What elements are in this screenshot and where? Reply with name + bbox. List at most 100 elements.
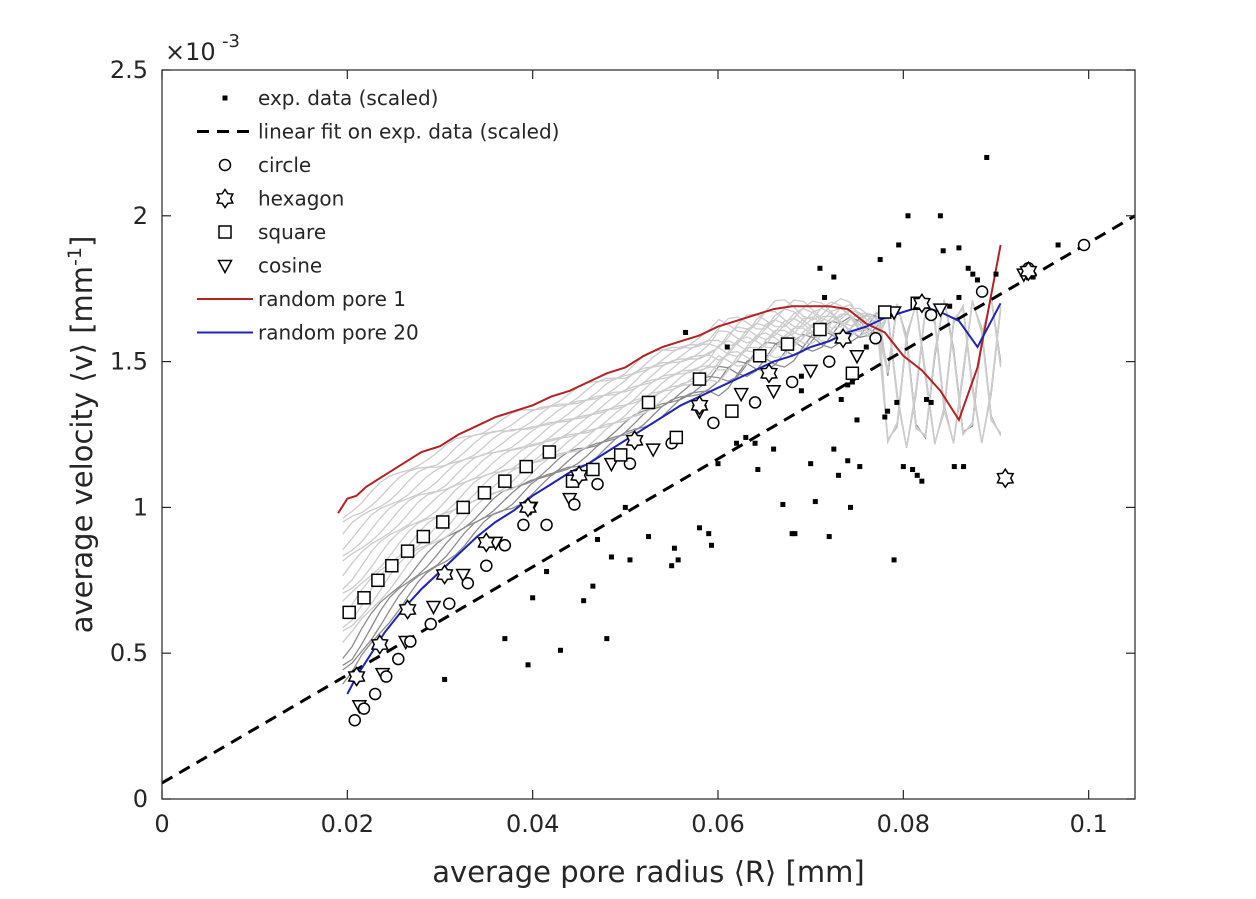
circle-marker (348, 714, 361, 727)
exp-data-point (1030, 274, 1036, 280)
square-marker (878, 305, 892, 319)
circle-marker (707, 416, 720, 430)
circle-marker (357, 702, 371, 715)
hexagon-marker (834, 327, 853, 349)
hexagon-marker (398, 599, 417, 620)
exp-data-point (970, 271, 976, 277)
hexagon-marker (370, 634, 389, 655)
y-tick-label: 1 (133, 493, 148, 521)
exp-data-point (595, 536, 601, 542)
square-marker (813, 322, 827, 337)
legend-label: cosine (258, 254, 322, 278)
exp-data-point (961, 464, 967, 470)
exp-data-point (683, 329, 689, 335)
square-marker (845, 366, 860, 381)
exp-data-point (792, 531, 798, 537)
exp-data-point (863, 344, 869, 350)
y-tick-label: 1.5 (110, 348, 148, 376)
exp-data-point (622, 504, 628, 510)
gray-curve (342, 297, 1002, 519)
exp-data-point (914, 472, 920, 478)
square-marker (357, 591, 371, 605)
circle-marker (480, 559, 493, 572)
exp-data-point (854, 417, 860, 423)
exp-data-point (817, 265, 823, 271)
legend-label: random pore 1 (258, 287, 406, 311)
exp-data-point (831, 446, 837, 452)
exp-data-point (905, 213, 911, 219)
x-tick-label: 0.08 (877, 810, 930, 838)
hexagon-marker (477, 532, 496, 553)
square-marker (436, 515, 450, 529)
exp-data-point (530, 595, 536, 601)
exp-data-point (812, 499, 818, 505)
exp-data-point (896, 242, 902, 248)
circle-marker (924, 308, 938, 322)
legend-label: square (258, 220, 326, 244)
exp-data-point (706, 531, 712, 537)
exp-data-point (831, 274, 837, 280)
circle-marker (540, 518, 553, 532)
exp-data-point (581, 598, 587, 604)
square-marker (669, 430, 684, 445)
cosine-marker (932, 303, 949, 318)
legend-label: hexagon (258, 187, 344, 211)
exp-data-point (780, 501, 786, 507)
exp-data-point (849, 379, 855, 385)
hexagon-marker (570, 464, 588, 486)
x-tick-label: 0.1 (1070, 810, 1108, 838)
circle-marker (380, 670, 393, 683)
exp-data-point (789, 531, 795, 537)
exp-data-point (755, 466, 761, 472)
y-tick-label: 2.5 (110, 56, 148, 84)
exp-data-point (845, 382, 851, 388)
square-marker (456, 500, 470, 515)
exp-data-point (910, 466, 916, 472)
cosine-marker (802, 364, 819, 379)
hexagon-marker (347, 666, 366, 687)
circle-marker (443, 597, 456, 610)
legend-label: linear fit on exp. data (scaled) (258, 120, 559, 144)
exp-data-point (885, 408, 891, 414)
exp-data-point (590, 583, 596, 589)
exp-data-point (675, 557, 681, 563)
x-tick-label: 0 (154, 810, 169, 838)
exp-data-point (525, 662, 531, 668)
exp-data-point (808, 461, 814, 467)
fit-layer (162, 214, 1135, 785)
square-marker (477, 486, 492, 500)
square-marker (400, 544, 415, 558)
legend-symbol-cosine (217, 259, 233, 275)
exp-data-point (822, 294, 828, 300)
exp-data-point (752, 440, 758, 446)
hexagon-marker (912, 292, 931, 314)
circle-marker (568, 498, 581, 511)
exp-data-point (798, 388, 804, 394)
hexagon-marker (625, 429, 644, 451)
exp-data-point (900, 464, 906, 470)
legend-symbol-square (218, 225, 232, 239)
exp-data-point (974, 277, 980, 283)
gray-curve (342, 299, 1002, 523)
exp-data-point (442, 676, 448, 682)
exp-data-point (646, 534, 651, 540)
exp-data-point (771, 446, 777, 452)
exp-data-point (924, 397, 929, 403)
square-marker (498, 474, 512, 488)
x-axis-label: average pore radius ⟨R⟩ [mm] (432, 855, 864, 889)
cosine-marker (455, 568, 471, 584)
square-marker (519, 459, 533, 474)
y-axis-label-main: average velocity ⟨v⟩ [mm (65, 266, 99, 633)
x-tick-label: 0.06 (691, 810, 744, 838)
circle-marker (975, 285, 989, 298)
random-pore-gray-curves (342, 297, 1002, 685)
exp-data-point (951, 464, 957, 470)
cosine-marker (425, 600, 442, 616)
cosine-marker (645, 443, 661, 458)
exp-data-point (544, 569, 550, 575)
exp-data-point (715, 461, 721, 467)
exp-data-point (940, 248, 946, 254)
square-marker (780, 337, 795, 351)
exp-data-point (894, 399, 900, 405)
